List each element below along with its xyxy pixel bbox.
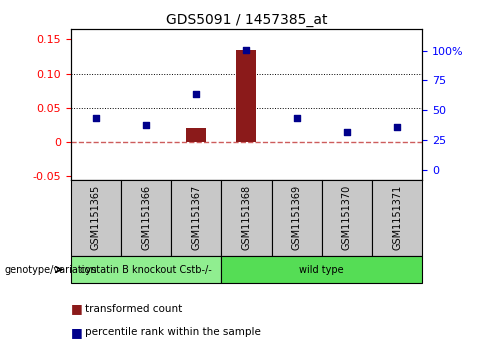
Bar: [372, 180, 422, 256]
Text: percentile rank within the sample: percentile rank within the sample: [85, 327, 261, 337]
Point: [393, 124, 401, 130]
Text: GSM1151368: GSM1151368: [242, 185, 251, 250]
Bar: [186, 129, 206, 142]
Bar: [222, 256, 422, 283]
Text: ■: ■: [71, 302, 86, 315]
Text: wild type: wild type: [300, 265, 344, 274]
Bar: [236, 50, 257, 142]
Text: GSM1151369: GSM1151369: [292, 185, 302, 250]
Text: GSM1151367: GSM1151367: [191, 185, 201, 250]
Text: transformed count: transformed count: [85, 303, 183, 314]
Text: GSM1151365: GSM1151365: [91, 185, 101, 250]
Point: [192, 91, 200, 97]
Bar: [222, 180, 271, 256]
Text: cystatin B knockout Cstb-/-: cystatin B knockout Cstb-/-: [80, 265, 212, 274]
Text: GSM1151370: GSM1151370: [342, 185, 352, 250]
Bar: [71, 256, 222, 283]
Bar: [271, 180, 322, 256]
Point: [343, 129, 351, 135]
Point: [92, 115, 100, 121]
Text: genotype/variation: genotype/variation: [5, 265, 98, 274]
Text: ■: ■: [71, 326, 86, 339]
Title: GDS5091 / 1457385_at: GDS5091 / 1457385_at: [166, 13, 327, 26]
Text: GSM1151366: GSM1151366: [141, 185, 151, 250]
Bar: [121, 180, 171, 256]
Bar: [71, 180, 121, 256]
Point: [293, 115, 301, 121]
Bar: [322, 180, 372, 256]
Text: GSM1151371: GSM1151371: [392, 185, 402, 250]
Point: [142, 122, 150, 128]
Bar: [171, 180, 222, 256]
Point: [243, 47, 250, 53]
